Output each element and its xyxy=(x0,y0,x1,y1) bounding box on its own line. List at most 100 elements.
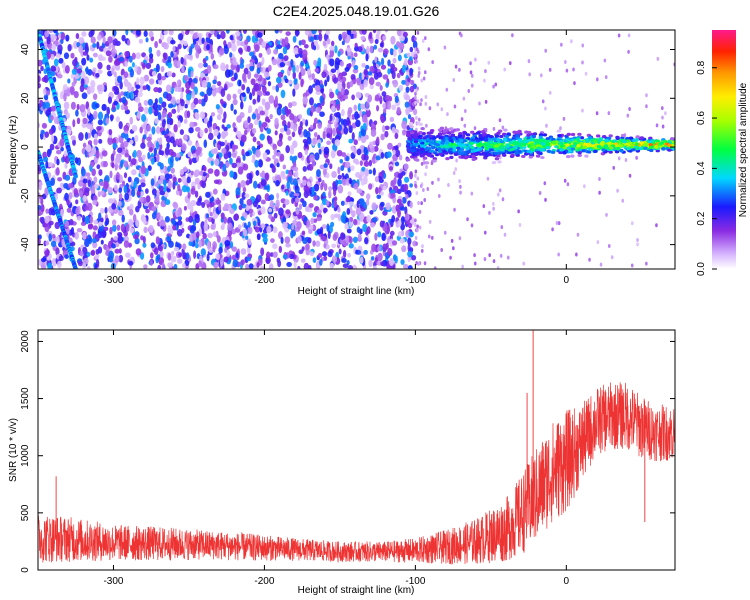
heatmap-cell xyxy=(251,35,257,44)
heatmap-cell xyxy=(349,80,354,88)
heatmap-cell xyxy=(292,64,296,74)
heatmap-cell xyxy=(107,36,113,44)
heatmap-cell xyxy=(134,96,141,103)
heatmap-cell xyxy=(562,150,567,155)
heatmap-cell xyxy=(336,127,340,135)
heatmap-cell xyxy=(74,231,79,240)
heatmap-cell xyxy=(114,255,120,263)
heatmap-cell xyxy=(311,30,317,35)
heatmap-cell xyxy=(242,228,248,237)
heatmap-cell xyxy=(155,141,160,150)
heatmap-cell xyxy=(369,83,374,90)
heatmap-cell xyxy=(171,72,176,78)
heatmap-cell xyxy=(210,201,215,208)
heatmap-cell xyxy=(661,106,664,111)
heatmap-cell xyxy=(104,220,108,227)
heatmap-cell xyxy=(244,193,250,198)
heatmap-cell xyxy=(604,139,610,143)
heatmap-cell xyxy=(109,170,113,179)
heatmap-cell xyxy=(156,189,161,198)
heatmap-cell xyxy=(544,197,547,202)
heatmap-cell xyxy=(121,34,126,42)
heatmap-cell xyxy=(124,152,130,158)
heatmap-cell xyxy=(266,48,272,55)
heatmap-cell xyxy=(287,176,293,183)
heatmap-cell xyxy=(148,224,154,233)
heatmap-cell xyxy=(170,39,176,45)
heatmap-cell xyxy=(235,187,241,196)
heatmap-cell xyxy=(177,216,183,221)
heatmap-cell xyxy=(139,126,143,134)
heatmap-cell xyxy=(296,221,302,230)
heatmap-cell xyxy=(230,103,234,112)
heatmap-cell xyxy=(111,67,115,75)
heatmap-cell xyxy=(213,64,219,70)
heatmap-cell xyxy=(370,256,375,261)
heatmap-cell xyxy=(481,151,487,155)
heatmap-cell xyxy=(199,91,205,97)
heatmap-cell xyxy=(551,140,557,144)
heatmap-cell xyxy=(391,214,396,223)
heatmap-cell xyxy=(415,47,419,52)
heatmap-cell xyxy=(96,164,101,170)
heatmap-cell xyxy=(53,116,58,125)
heatmap-cell xyxy=(131,169,137,176)
heatmap-cell xyxy=(419,102,422,107)
heatmap-cell xyxy=(151,126,156,135)
heatmap-cell xyxy=(599,262,603,267)
heatmap-cell xyxy=(617,33,621,38)
heatmap-cell xyxy=(333,77,339,84)
heatmap-cell xyxy=(661,124,665,129)
heatmap-cell xyxy=(67,182,74,189)
heatmap-cell xyxy=(596,77,599,82)
heatmap-cell xyxy=(214,158,220,166)
heatmap-cell xyxy=(334,45,338,54)
heatmap-cell xyxy=(607,243,611,248)
heatmap-cell xyxy=(111,203,117,210)
heatmap-cell xyxy=(316,44,320,51)
heatmap-cell xyxy=(41,193,47,200)
heatmap-cell xyxy=(443,230,447,235)
heatmap-cell xyxy=(368,169,373,175)
heatmap-cell xyxy=(443,45,447,50)
heatmap-cell xyxy=(577,132,582,136)
heatmap-cell xyxy=(381,124,386,133)
heatmap-cell xyxy=(363,160,370,167)
heatmap-cell xyxy=(106,64,111,71)
heatmap-cell xyxy=(139,196,145,203)
heatmap-cell xyxy=(256,140,261,146)
heatmap-cell xyxy=(79,250,84,257)
heatmap-cell xyxy=(311,186,315,195)
heatmap-cell xyxy=(87,224,93,230)
heatmap-cell xyxy=(266,225,272,234)
heatmap-cell xyxy=(252,30,257,36)
heatmap-cell xyxy=(544,106,547,111)
heatmap-cell xyxy=(266,128,272,135)
heatmap-cell xyxy=(499,253,503,258)
heatmap-cell xyxy=(400,216,405,225)
heatmap-cell xyxy=(368,141,373,149)
heatmap-cell xyxy=(123,124,130,133)
heatmap-cell xyxy=(351,210,356,218)
heatmap-cell xyxy=(182,243,187,250)
heatmap-cell xyxy=(93,110,98,120)
heatmap-cell xyxy=(124,105,129,111)
heatmap-cell xyxy=(563,178,567,183)
heatmap-cell xyxy=(475,131,481,135)
heatmap-cell xyxy=(148,46,153,54)
heatmap-cell xyxy=(123,184,128,194)
heatmap-cell xyxy=(458,179,461,184)
heatmap-cell xyxy=(263,108,269,117)
heatmap-cell xyxy=(326,200,330,207)
heatmap-cell xyxy=(89,57,94,63)
heatmap-cell xyxy=(203,199,210,205)
heatmap-cell xyxy=(210,224,215,230)
heatmap-cell xyxy=(231,143,236,153)
heatmap-cell xyxy=(285,145,291,154)
heatmap-cell xyxy=(414,95,417,100)
heatmap-cell xyxy=(216,235,221,243)
heatmap-cell xyxy=(272,175,276,182)
heatmap-cell xyxy=(170,50,174,58)
heatmap-cell xyxy=(458,139,464,143)
heatmap-cell xyxy=(256,262,260,268)
